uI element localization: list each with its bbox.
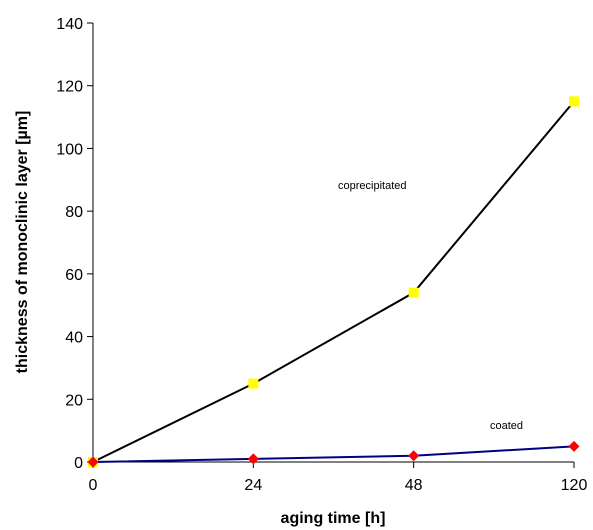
data-point-coprecipitated bbox=[408, 287, 419, 298]
y-tick-label: 40 bbox=[65, 330, 83, 347]
y-tick-label: 20 bbox=[65, 392, 83, 409]
annotation-coated: coated bbox=[490, 420, 523, 432]
data-point-coated bbox=[247, 453, 259, 465]
y-tick-label: 0 bbox=[74, 455, 83, 472]
axes bbox=[92, 23, 574, 463]
annotations: coprecipitated coated bbox=[338, 180, 523, 432]
x-ticks: 0 24 48 120 bbox=[89, 462, 588, 494]
data-point-coated bbox=[568, 440, 580, 452]
data-point-coated bbox=[408, 450, 420, 462]
y-ticks: 0 20 40 60 80 100 120 140 bbox=[56, 16, 93, 472]
y-tick-label: 140 bbox=[56, 16, 83, 33]
y-axis-title: thickness of monoclinic layer [µm] bbox=[14, 111, 31, 374]
x-tick-label: 0 bbox=[89, 477, 98, 494]
annotation-coprecipitated: coprecipitated bbox=[338, 180, 407, 192]
y-tick-label: 120 bbox=[56, 79, 83, 96]
series-markers bbox=[87, 96, 580, 468]
y-tick-label: 100 bbox=[56, 141, 83, 158]
data-point-coated bbox=[87, 456, 99, 468]
x-tick-label: 24 bbox=[244, 477, 262, 494]
series-line-coated bbox=[92, 445, 575, 463]
x-tick-label: 48 bbox=[405, 477, 423, 494]
y-tick-label: 60 bbox=[65, 267, 83, 284]
series-lines bbox=[92, 100, 575, 463]
x-tick-label: 120 bbox=[561, 477, 588, 494]
x-axis-title: aging time [h] bbox=[281, 510, 386, 527]
series-line-coprecipitated bbox=[92, 100, 575, 463]
y-tick-label: 80 bbox=[65, 204, 83, 221]
data-point-coprecipitated bbox=[569, 96, 579, 107]
data-point-coprecipitated bbox=[248, 378, 259, 389]
